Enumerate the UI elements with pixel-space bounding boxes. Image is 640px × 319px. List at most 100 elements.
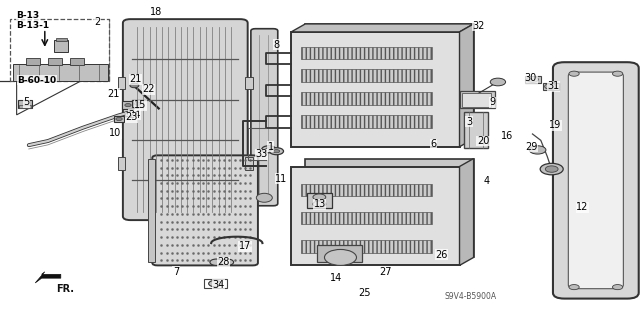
Circle shape	[313, 201, 326, 207]
Circle shape	[209, 280, 221, 287]
Text: 7: 7	[173, 267, 179, 277]
Text: 16: 16	[500, 131, 513, 141]
Bar	[10, 19, 109, 81]
Bar	[132, 100, 143, 107]
Bar	[305, 159, 474, 257]
Bar	[301, 69, 432, 82]
Circle shape	[490, 78, 506, 86]
Text: 12: 12	[576, 202, 588, 212]
Text: 28: 28	[218, 257, 230, 267]
FancyBboxPatch shape	[251, 29, 278, 206]
Polygon shape	[460, 159, 474, 265]
Bar	[460, 91, 495, 108]
Bar	[245, 157, 253, 170]
FancyBboxPatch shape	[152, 155, 258, 265]
Circle shape	[273, 150, 280, 153]
Text: 19: 19	[549, 120, 561, 130]
Bar	[26, 58, 40, 65]
Text: 4: 4	[483, 176, 490, 186]
Bar	[118, 157, 125, 170]
Text: 2: 2	[95, 17, 101, 27]
Bar	[118, 77, 125, 90]
Circle shape	[529, 146, 546, 154]
Circle shape	[262, 146, 276, 153]
FancyBboxPatch shape	[553, 62, 639, 299]
Text: S9V4-B5900A: S9V4-B5900A	[445, 292, 497, 301]
Ellipse shape	[257, 193, 273, 202]
Text: 23: 23	[125, 112, 138, 122]
Circle shape	[527, 77, 538, 82]
Text: 21: 21	[108, 89, 120, 99]
Text: 25: 25	[358, 288, 371, 299]
Text: 29: 29	[525, 142, 537, 152]
Text: 27: 27	[380, 267, 392, 277]
Bar	[13, 64, 108, 81]
Text: 10: 10	[109, 128, 121, 138]
Bar	[317, 245, 362, 262]
Circle shape	[266, 148, 272, 151]
Text: 13: 13	[314, 199, 326, 209]
Text: 8: 8	[273, 40, 280, 50]
Text: 17: 17	[239, 241, 251, 251]
Bar	[301, 92, 432, 105]
Circle shape	[545, 166, 558, 172]
Bar	[525, 76, 541, 83]
Text: 20: 20	[477, 136, 489, 146]
Bar	[56, 38, 67, 41]
Bar	[245, 77, 253, 90]
Circle shape	[127, 113, 134, 116]
Polygon shape	[291, 24, 474, 32]
Text: 9: 9	[490, 97, 496, 107]
Text: 21: 21	[129, 74, 141, 84]
Bar	[291, 32, 460, 147]
Bar	[19, 105, 31, 108]
Text: 30: 30	[525, 73, 537, 83]
Bar	[122, 101, 134, 109]
Bar	[307, 193, 332, 208]
FancyBboxPatch shape	[568, 72, 623, 289]
Text: 18: 18	[150, 7, 163, 17]
Polygon shape	[460, 24, 474, 147]
Bar	[48, 58, 62, 65]
Circle shape	[130, 83, 139, 88]
Bar	[114, 116, 124, 122]
Text: 31: 31	[547, 81, 559, 91]
Bar	[462, 93, 491, 107]
Text: 24: 24	[128, 110, 140, 120]
Text: 34: 34	[212, 279, 225, 290]
Text: B-13: B-13	[16, 11, 39, 20]
Text: 3: 3	[466, 117, 472, 127]
Circle shape	[612, 71, 623, 76]
Circle shape	[313, 194, 326, 200]
Bar	[54, 40, 68, 52]
Bar	[301, 212, 432, 225]
Circle shape	[269, 148, 284, 155]
Bar	[291, 167, 460, 265]
Text: 6: 6	[430, 139, 436, 149]
Circle shape	[545, 84, 556, 89]
Circle shape	[569, 71, 579, 76]
Circle shape	[116, 117, 122, 121]
Bar	[301, 240, 432, 253]
Bar	[301, 115, 432, 128]
Bar	[204, 279, 227, 288]
Text: B-13-1: B-13-1	[16, 21, 49, 30]
Circle shape	[324, 249, 356, 265]
Polygon shape	[35, 272, 61, 283]
Bar	[305, 24, 474, 139]
Text: 22: 22	[142, 84, 155, 94]
Circle shape	[221, 259, 234, 265]
Circle shape	[125, 103, 131, 107]
Circle shape	[210, 259, 223, 265]
Text: 15: 15	[134, 100, 147, 110]
Text: FR.: FR.	[56, 284, 74, 294]
Bar	[18, 100, 32, 108]
Bar	[543, 83, 559, 90]
FancyBboxPatch shape	[123, 19, 248, 220]
Bar	[301, 47, 432, 59]
Bar	[125, 112, 136, 116]
Circle shape	[540, 163, 563, 175]
Text: B-60-10: B-60-10	[17, 76, 56, 85]
Bar	[301, 183, 432, 196]
Text: 33: 33	[255, 149, 268, 160]
